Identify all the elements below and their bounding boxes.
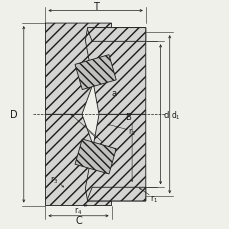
Text: r$_4$: r$_4$ <box>74 204 82 216</box>
Polygon shape <box>75 139 116 174</box>
Text: d: d <box>162 110 168 119</box>
Text: d$_1$: d$_1$ <box>170 109 180 121</box>
Polygon shape <box>45 115 111 206</box>
Text: D: D <box>10 110 18 120</box>
Text: B: B <box>125 113 131 122</box>
Polygon shape <box>75 55 116 90</box>
Text: r$_2$: r$_2$ <box>128 126 136 138</box>
Text: r$_3$: r$_3$ <box>50 174 58 185</box>
Polygon shape <box>87 28 145 42</box>
Polygon shape <box>45 24 111 115</box>
Text: r$_1$: r$_1$ <box>149 193 157 204</box>
Polygon shape <box>87 188 145 201</box>
Text: a: a <box>111 89 116 98</box>
Text: T: T <box>92 2 98 12</box>
Text: C: C <box>75 215 82 225</box>
Polygon shape <box>85 115 145 201</box>
Polygon shape <box>85 28 145 115</box>
